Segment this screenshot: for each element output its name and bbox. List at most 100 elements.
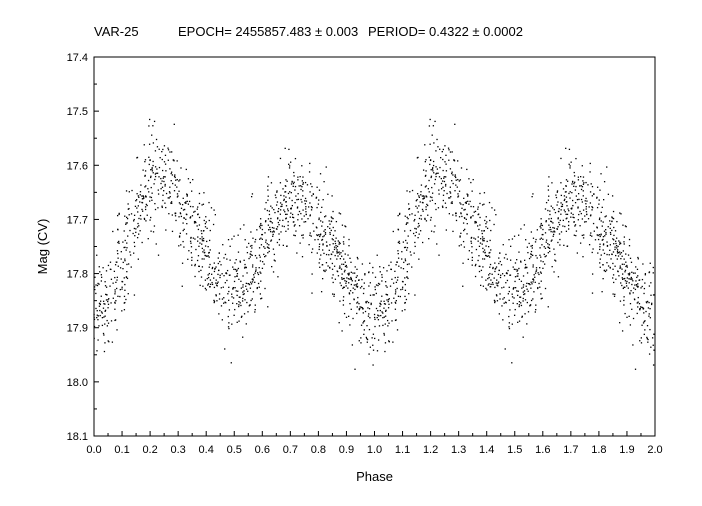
data-point xyxy=(653,333,655,335)
data-point xyxy=(133,227,136,230)
data-point xyxy=(294,224,296,226)
data-point xyxy=(527,251,529,254)
data-point xyxy=(482,266,484,268)
data-point xyxy=(360,324,363,326)
data-point xyxy=(617,251,620,254)
data-point xyxy=(325,241,328,243)
data-point xyxy=(208,256,210,258)
data-point xyxy=(316,206,318,209)
data-point xyxy=(185,168,187,171)
data-point xyxy=(398,240,400,243)
data-point xyxy=(517,321,519,323)
data-point xyxy=(647,338,649,341)
data-point xyxy=(530,253,533,256)
data-point xyxy=(615,240,617,242)
data-point xyxy=(189,216,192,218)
data-point xyxy=(497,282,499,284)
data-point xyxy=(542,267,544,269)
data-point xyxy=(286,213,288,216)
data-point xyxy=(448,197,450,199)
data-point xyxy=(458,180,460,182)
data-point xyxy=(462,285,464,287)
data-point xyxy=(599,262,601,264)
data-point xyxy=(356,286,358,288)
data-point xyxy=(652,294,655,296)
data-point xyxy=(516,275,518,277)
data-point xyxy=(133,218,135,221)
data-point xyxy=(477,259,479,262)
data-point xyxy=(634,288,637,291)
data-point xyxy=(151,134,153,136)
data-point xyxy=(198,270,200,273)
data-point xyxy=(356,256,359,259)
data-point xyxy=(397,214,399,217)
data-point xyxy=(143,217,146,220)
data-point xyxy=(492,283,494,286)
data-point xyxy=(617,245,619,248)
data-point xyxy=(591,209,593,211)
data-point xyxy=(101,324,104,327)
data-point xyxy=(412,232,415,235)
data-point xyxy=(342,287,344,290)
data-point xyxy=(633,298,636,300)
data-point xyxy=(486,255,489,257)
data-point xyxy=(331,262,334,265)
data-point xyxy=(441,205,444,207)
data-point xyxy=(557,241,559,244)
data-point xyxy=(231,323,233,325)
data-point xyxy=(624,286,626,288)
data-point xyxy=(470,205,472,208)
data-point xyxy=(356,283,358,285)
data-point xyxy=(450,202,452,204)
data-point xyxy=(116,279,118,281)
data-point xyxy=(341,330,343,332)
data-point xyxy=(451,171,453,173)
data-point xyxy=(402,268,405,270)
data-point xyxy=(100,295,102,297)
data-point xyxy=(309,215,311,217)
data-point xyxy=(167,197,169,199)
data-point xyxy=(652,344,654,346)
data-point xyxy=(452,174,454,176)
data-point xyxy=(503,302,505,304)
data-point xyxy=(548,176,550,178)
data-point xyxy=(374,337,376,340)
data-point xyxy=(293,171,295,174)
data-point xyxy=(212,223,215,226)
data-point xyxy=(169,168,171,170)
data-point xyxy=(118,240,120,243)
data-point xyxy=(637,306,639,308)
data-point xyxy=(186,213,188,216)
data-point xyxy=(596,226,598,228)
data-point xyxy=(425,185,427,187)
data-point xyxy=(292,221,295,223)
data-point xyxy=(228,290,230,293)
data-point xyxy=(285,201,287,203)
data-point xyxy=(104,281,106,283)
data-point xyxy=(535,308,537,311)
data-point xyxy=(458,216,461,218)
data-point xyxy=(556,204,558,206)
data-point xyxy=(559,244,561,246)
data-point xyxy=(623,296,625,298)
data-point xyxy=(144,161,146,163)
data-point xyxy=(140,184,142,186)
data-point xyxy=(342,304,345,306)
data-point xyxy=(356,302,358,304)
data-point xyxy=(646,325,649,327)
data-point xyxy=(350,278,353,280)
data-point xyxy=(151,167,153,169)
data-point xyxy=(331,268,334,270)
data-point xyxy=(300,188,302,191)
data-point xyxy=(470,236,473,239)
data-point xyxy=(451,202,453,205)
data-point xyxy=(479,238,482,240)
data-point xyxy=(555,194,557,196)
data-point xyxy=(236,275,238,277)
data-point xyxy=(211,266,214,269)
data-point xyxy=(481,276,483,278)
x-tick-label: 1.1 xyxy=(395,444,410,456)
data-point xyxy=(449,192,452,194)
data-point xyxy=(558,208,560,210)
data-point xyxy=(603,230,606,232)
